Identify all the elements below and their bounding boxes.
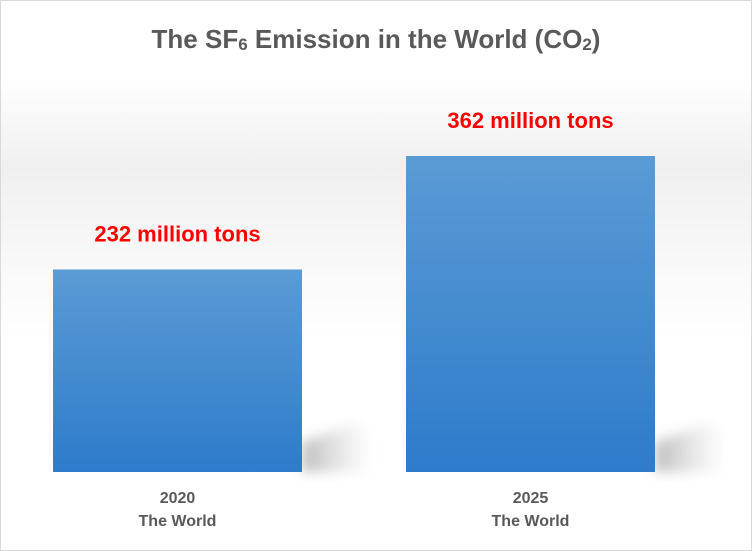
bar-shadow [302,424,372,472]
bar-2020 [53,269,302,472]
bar-shadow [655,424,725,472]
bar-2025 [406,156,655,472]
chart-title: The SF6 Emission in the World (CO2) [152,24,601,54]
category-year-label: 2020 [160,490,196,507]
data-label-2025: 362 million tons [447,108,613,133]
category-region-label: The World [492,513,570,530]
bars-layer: 232 million tons 2020 The World 362 million… [53,108,725,530]
data-label-2020: 232 million tons [94,221,260,246]
category-region-label: The World [139,513,217,530]
category-year-label: 2025 [513,490,549,507]
